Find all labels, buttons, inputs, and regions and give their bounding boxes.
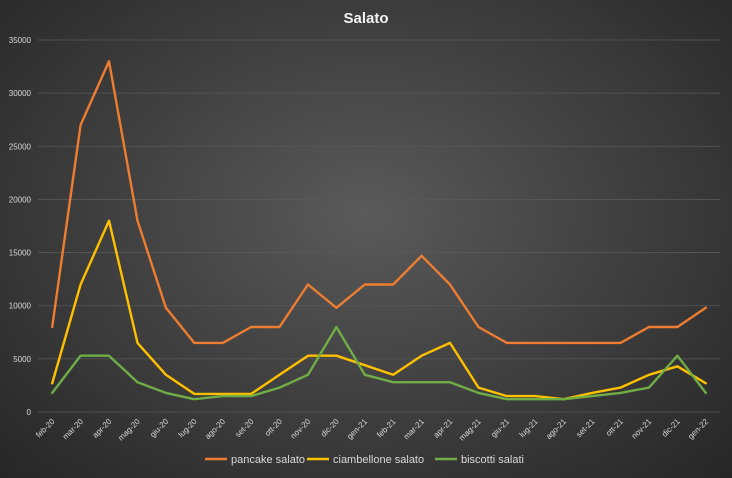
x-tick-label: set-21 <box>574 417 596 439</box>
y-tick-label: 15000 <box>9 249 32 258</box>
x-tick-label: giu-20 <box>148 417 170 439</box>
x-tick-label: dic-21 <box>660 417 682 439</box>
y-tick-label: 20000 <box>9 195 32 204</box>
x-tick-label: lug-20 <box>177 417 199 439</box>
x-tick-label: nov-21 <box>630 417 654 441</box>
series-lines <box>51 60 707 401</box>
chart-title: Salato <box>343 10 388 27</box>
y-axis-ticks: 0 5000 10000 15000 20000 25000 30000 35000 <box>9 36 32 417</box>
x-tick-label: apr-21 <box>432 417 455 440</box>
y-tick-label: 30000 <box>9 89 32 98</box>
x-tick-label: giu-21 <box>489 417 511 439</box>
y-tick-label: 0 <box>27 408 32 417</box>
x-tick-label: set-20 <box>233 417 255 439</box>
x-tick-label: ago-21 <box>544 417 568 441</box>
x-tick-label: lug-21 <box>518 417 540 439</box>
x-tick-label: nov-20 <box>289 417 313 441</box>
x-tick-label: ago-20 <box>203 417 227 441</box>
x-tick-label: mar-21 <box>402 417 427 442</box>
x-axis-ticks: feb-20 mar-20 apr-20 mag-20 giu-20 lug-20 ago-… <box>34 417 710 443</box>
x-tick-label: ott-21 <box>604 417 625 438</box>
x-tick-label: gen-22 <box>686 417 710 441</box>
x-tick-label: gen-21 <box>345 417 369 441</box>
legend-label: biscotti salati <box>461 454 524 466</box>
y-tick-label: 25000 <box>9 142 32 151</box>
x-tick-label: mar-20 <box>61 417 86 442</box>
legend-label: pancake salato <box>231 454 305 466</box>
y-tick-label: 10000 <box>9 302 32 311</box>
y-tick-label: 5000 <box>13 355 31 364</box>
series-line-ciambellone-salato <box>51 219 707 401</box>
series-line-biscotti-salati <box>51 325 707 401</box>
x-tick-label: dic-20 <box>319 417 341 439</box>
x-tick-label: apr-20 <box>91 417 114 440</box>
x-tick-label: feb-21 <box>375 417 398 440</box>
legend-label: ciambellone salato <box>333 454 424 466</box>
legend: pancake salato ciambellone salato biscotti… <box>205 454 524 466</box>
x-tick-label: mag-21 <box>457 417 483 443</box>
x-tick-label: feb-20 <box>34 417 57 440</box>
series-line-pancake-salato <box>51 60 707 345</box>
x-tick-label: mag-20 <box>116 417 142 443</box>
y-tick-label: 35000 <box>9 36 32 45</box>
x-tick-label: ott-20 <box>263 417 284 438</box>
